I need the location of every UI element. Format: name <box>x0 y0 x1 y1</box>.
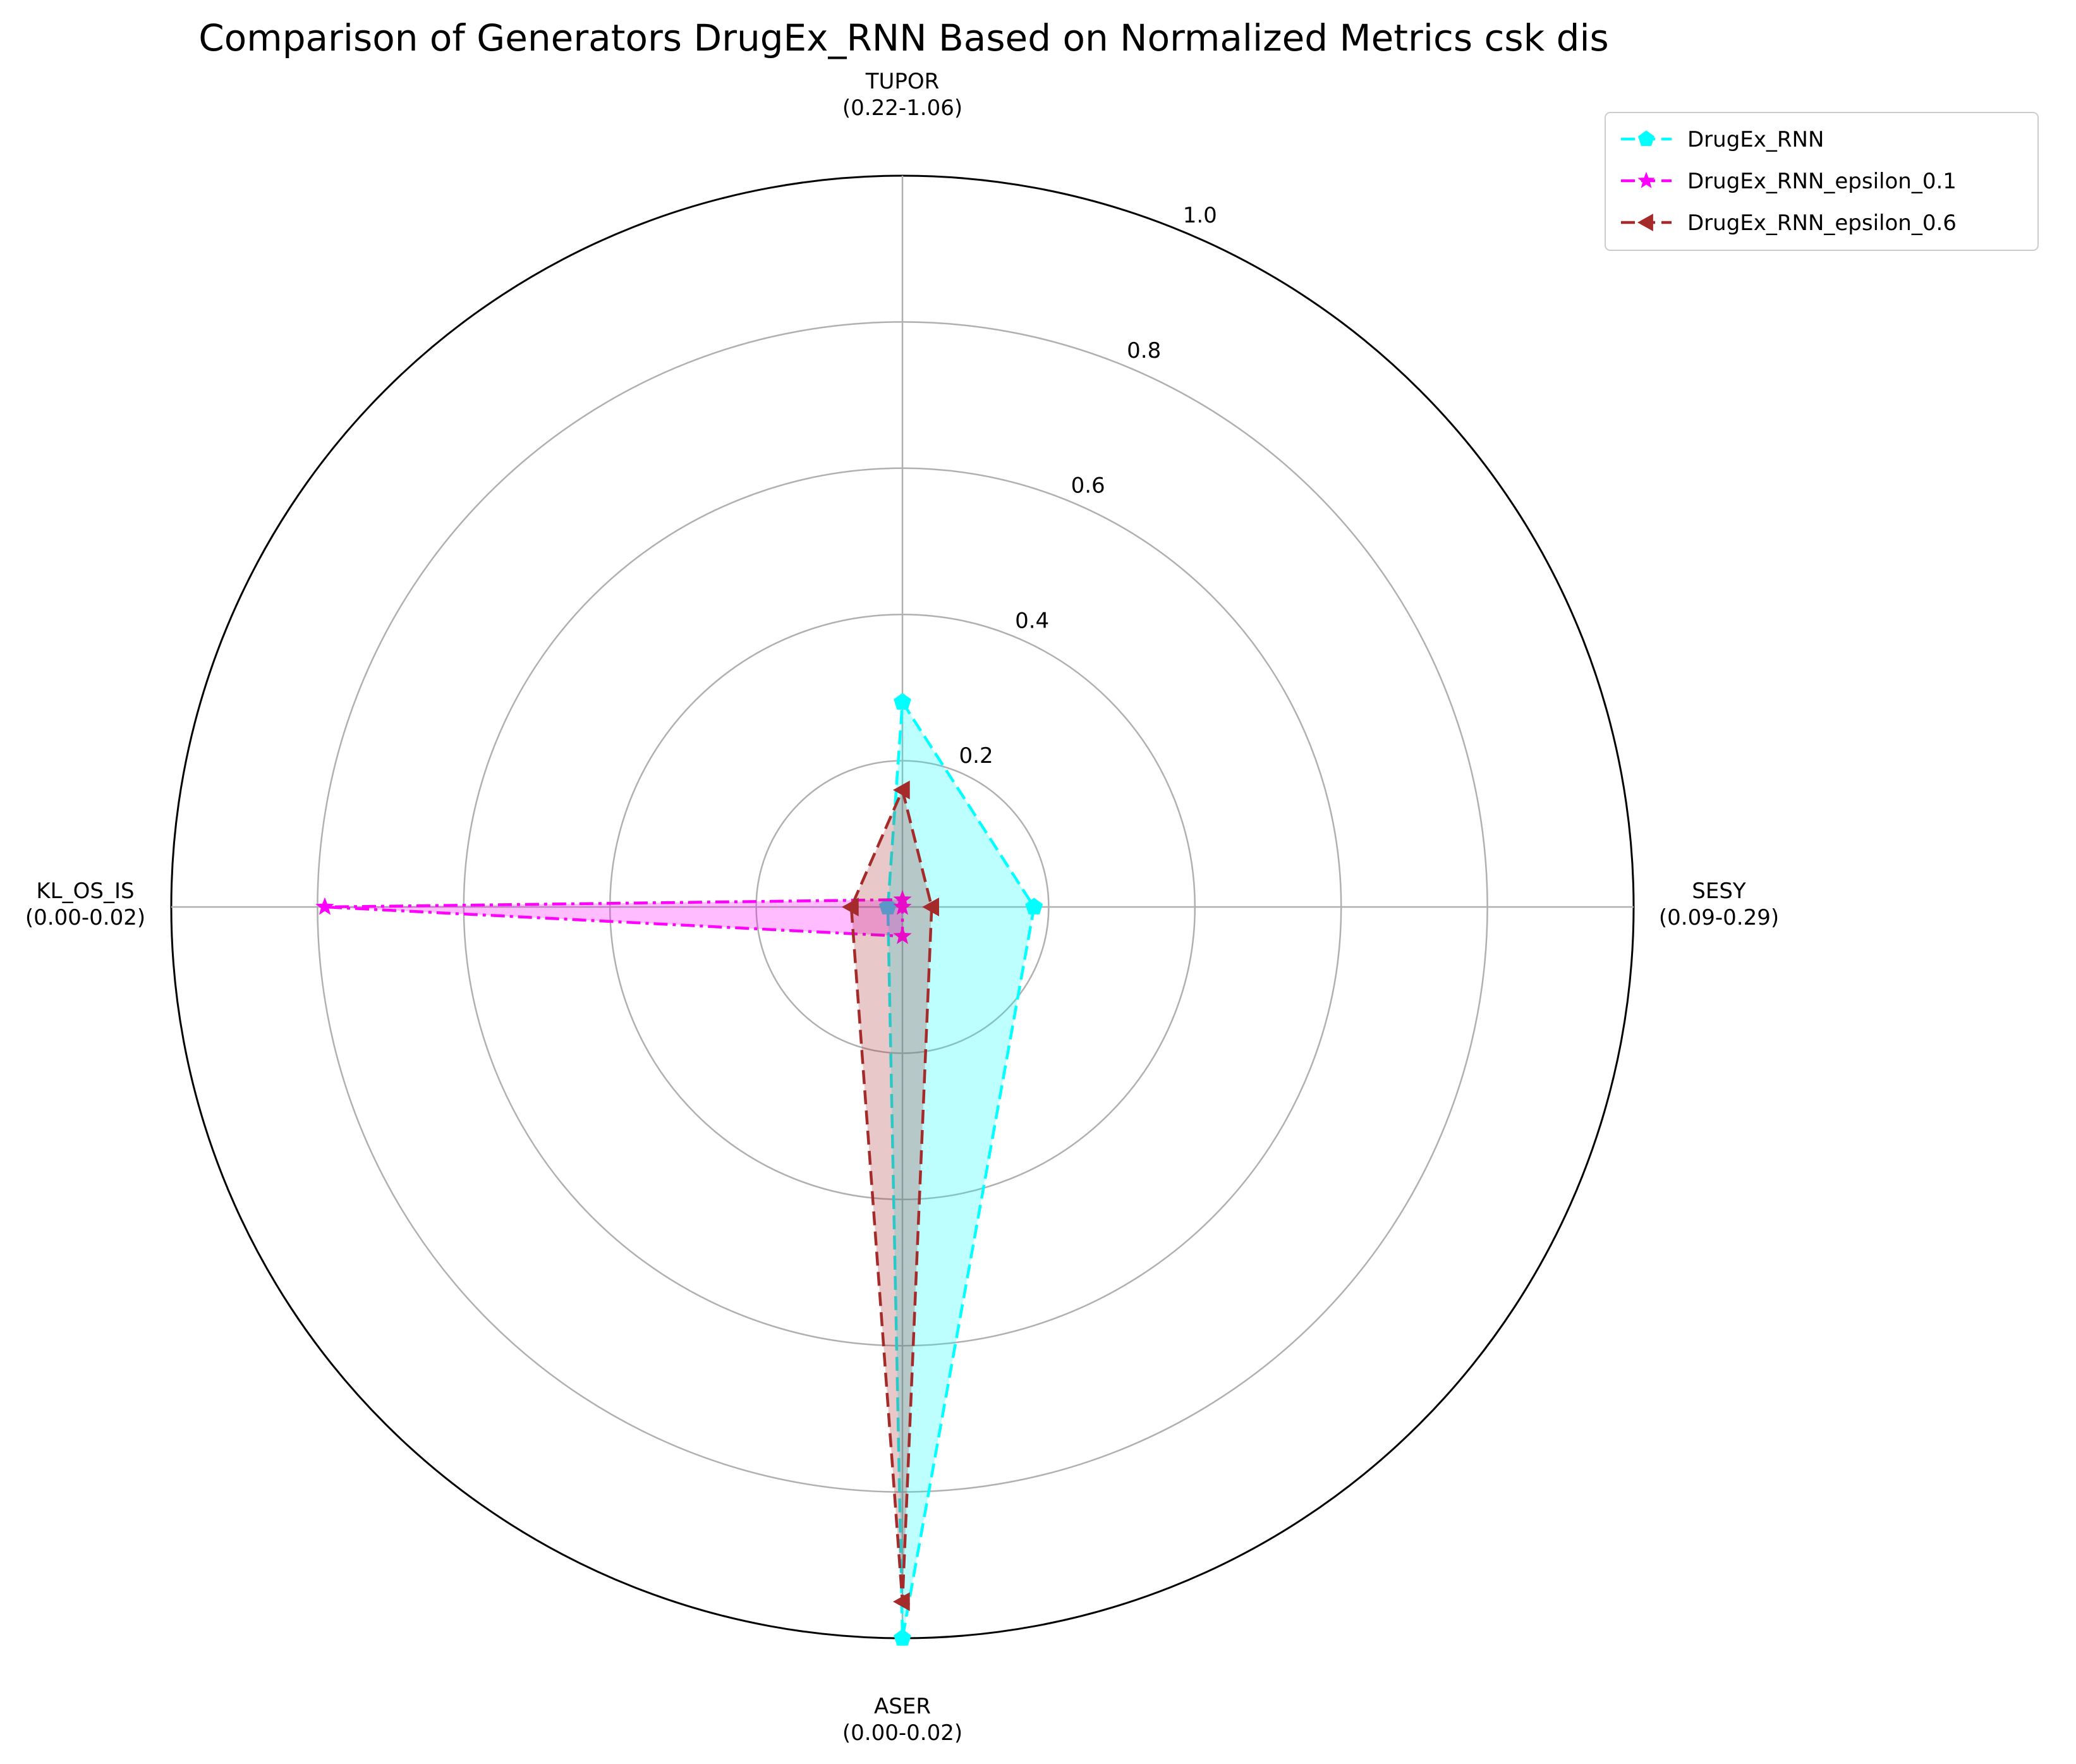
series-1 <box>315 889 912 944</box>
data-point <box>922 897 939 916</box>
legend-box <box>1605 112 2039 251</box>
legend-marker <box>1637 214 1653 231</box>
data-point <box>892 781 910 800</box>
legend-marker <box>1638 130 1654 146</box>
data-point <box>894 693 911 710</box>
radial-tick-label: 0.8 <box>1127 338 1161 363</box>
series-area <box>887 702 1035 1638</box>
radial-tick-label: 0.6 <box>1071 473 1105 499</box>
legend-label: DrugEx_RNN <box>1687 127 1824 152</box>
polar-grid: 0.2 0.4 0.6 0.8 1.0 <box>170 174 1635 1639</box>
axis-label-kl_os_is: KL_OS_IS <box>36 879 134 904</box>
series-0 <box>878 693 1043 1646</box>
series-line <box>886 698 1036 1639</box>
data-point <box>892 1592 910 1611</box>
axis-range-label: (0.00-0.02) <box>842 1720 962 1746</box>
radial-tick-label: 1.0 <box>1183 203 1217 228</box>
radial-tick-label: 0.2 <box>959 743 993 769</box>
axis-label-sesy: SESY <box>1692 879 1746 904</box>
data-point <box>894 1629 911 1646</box>
axis-label-aser: ASER <box>874 1694 931 1719</box>
series-area <box>851 789 932 1602</box>
series-area <box>325 899 902 937</box>
data-point <box>315 897 334 915</box>
axis-labels: TUPOR(0.22-1.06)SESY(0.09-0.29)ASER(0.00… <box>25 69 1779 1746</box>
data-point <box>841 897 859 916</box>
series-2 <box>841 781 939 1611</box>
data-point <box>878 897 897 915</box>
axis-label-tupor: TUPOR <box>865 69 940 94</box>
chart-title: Comparison of Generators DrugEx_RNN Base… <box>198 16 1609 59</box>
radial-tick-label: 0.4 <box>1015 608 1049 633</box>
data-point <box>893 897 912 915</box>
data-point <box>893 926 912 944</box>
legend-marker <box>1637 171 1655 188</box>
axis-range-label: (0.22-1.06) <box>842 95 962 121</box>
legend-label: DrugEx_RNN_epsilon_0.6 <box>1687 210 1957 236</box>
axis-range-label: (0.09-0.29) <box>1659 905 1779 930</box>
data-point <box>1025 897 1043 915</box>
axis-range-label: (0.00-0.02) <box>25 905 145 930</box>
series-layer <box>315 693 1043 1646</box>
legend-label: DrugEx_RNN_epsilon_0.1 <box>1687 169 1957 194</box>
legend: DrugEx_RNN DrugEx_RNN_epsilon_0.1 DrugEx_R… <box>1605 112 2039 251</box>
